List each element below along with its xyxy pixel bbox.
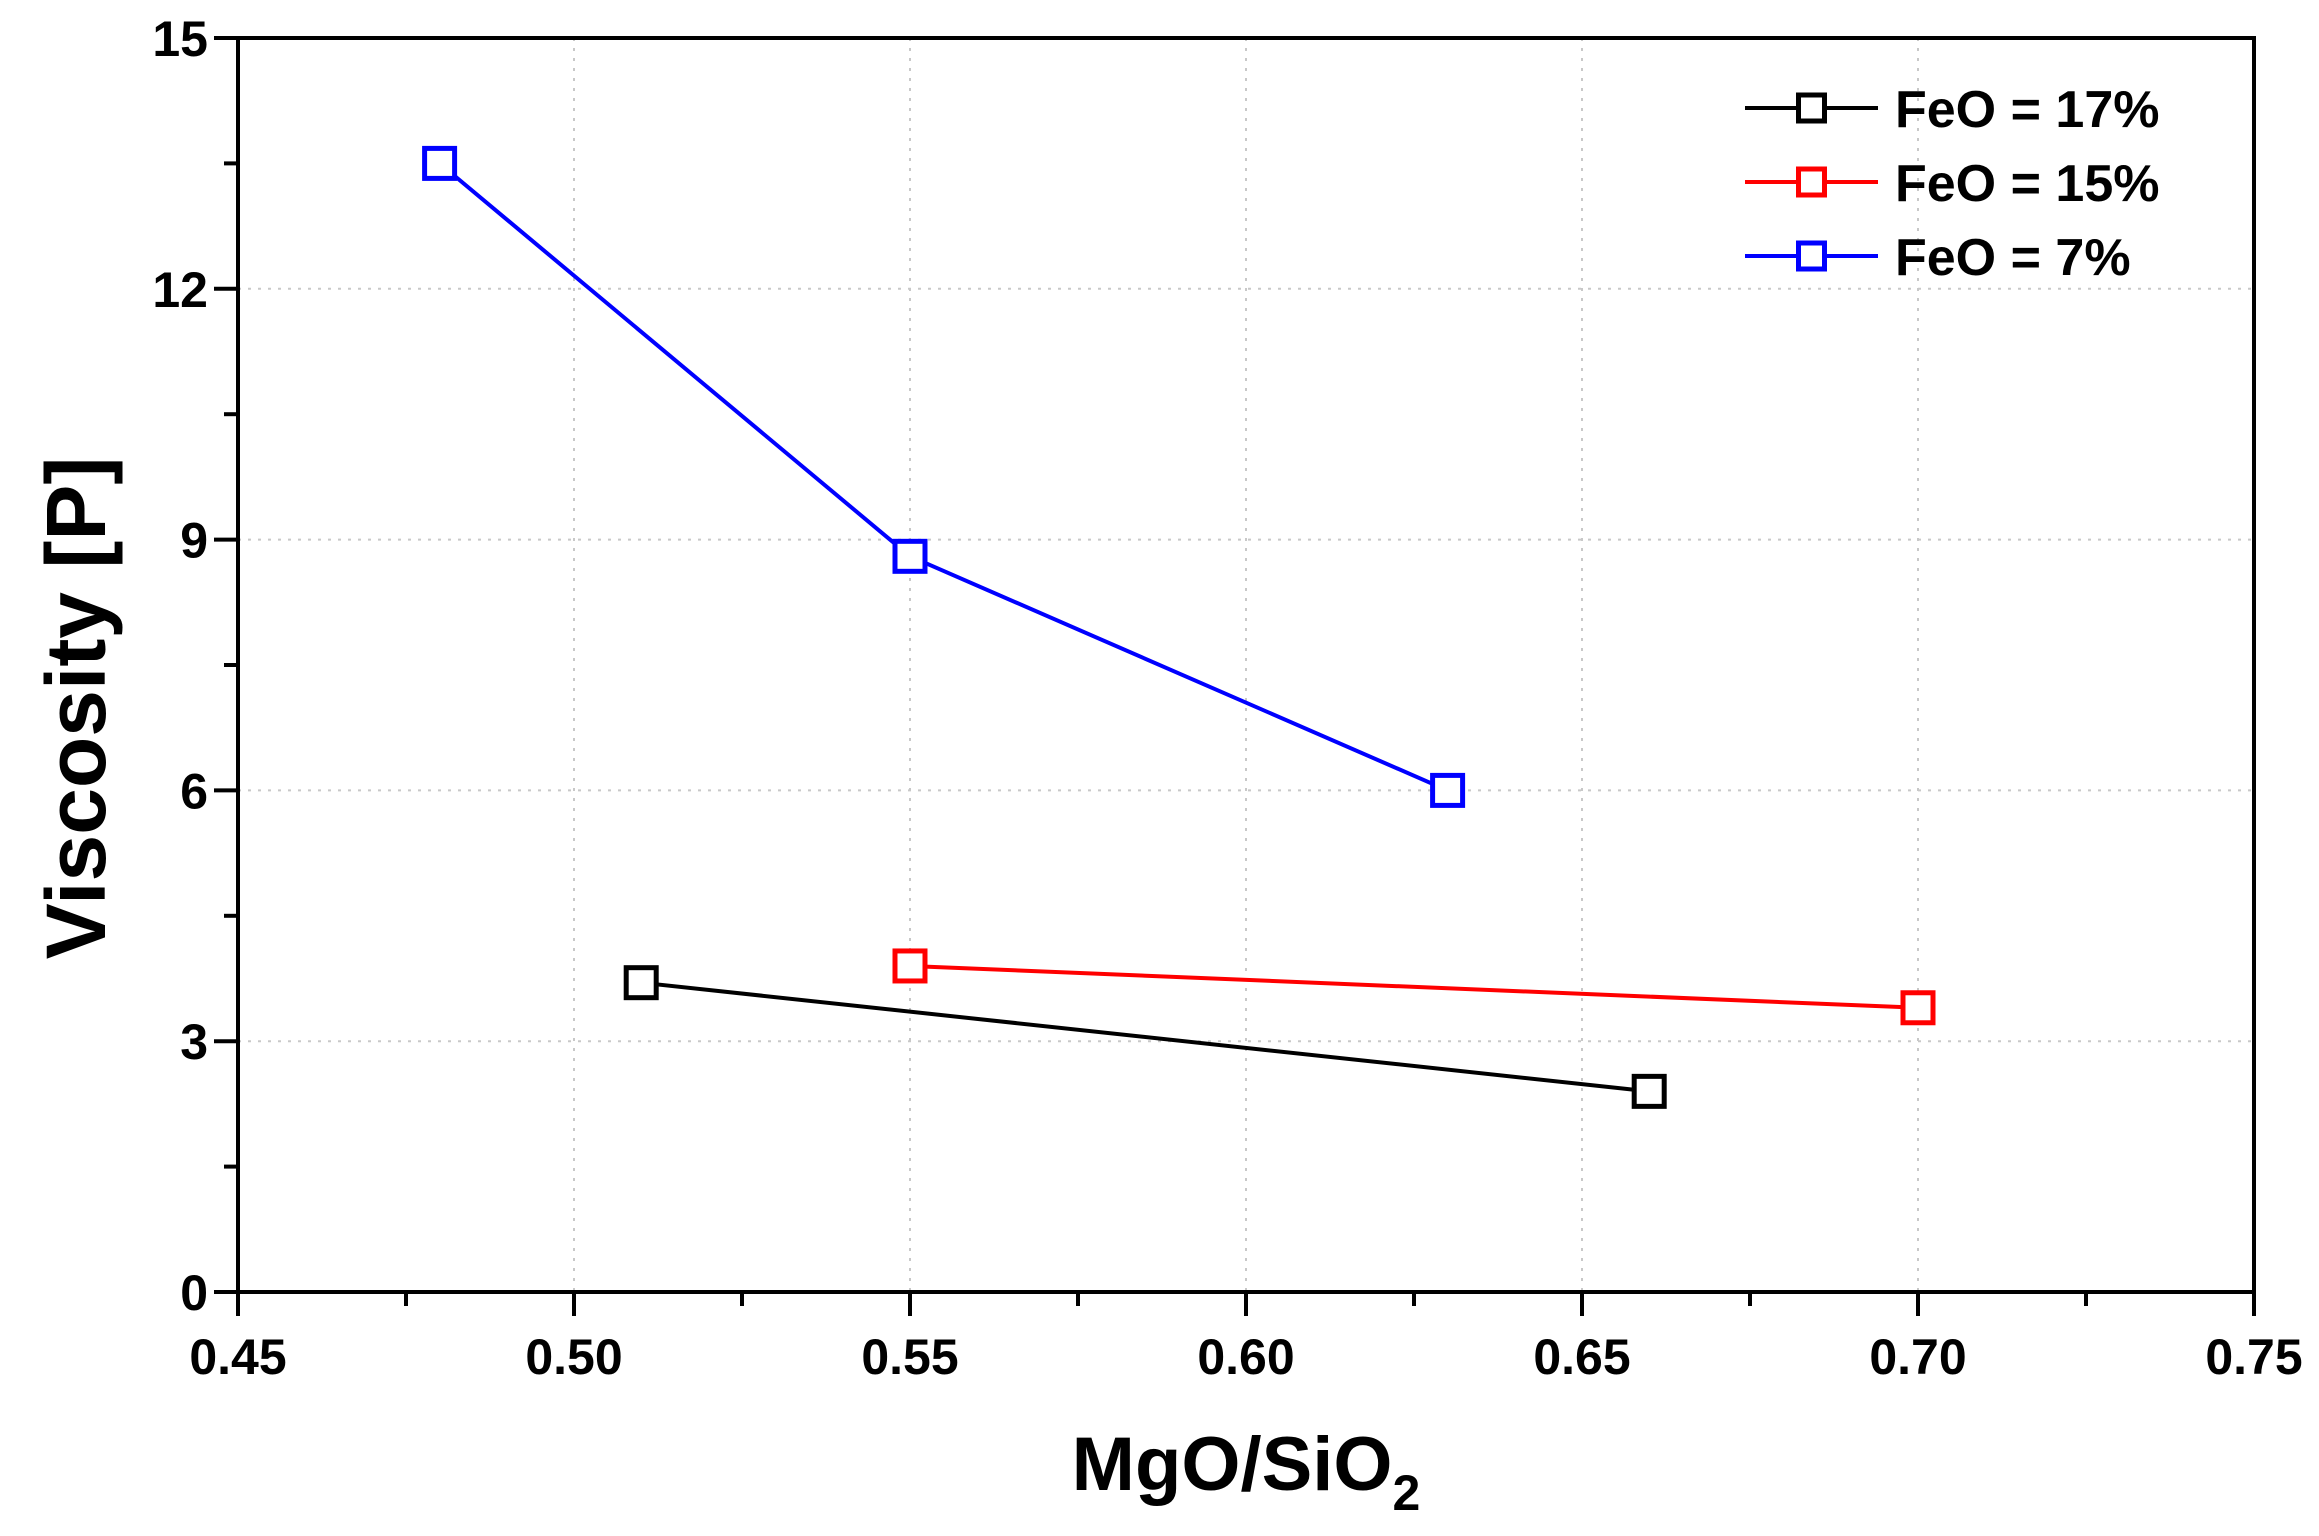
series-line bbox=[640, 980, 1650, 1094]
legend-marker bbox=[1796, 166, 1827, 198]
data-point bbox=[892, 538, 928, 574]
x-axis-title-subscript: 2 bbox=[1393, 1465, 1421, 1521]
x-tick-label: 0.55 bbox=[861, 1329, 958, 1385]
series-3 bbox=[422, 145, 1466, 808]
legend-item: FeO = 15% bbox=[1745, 155, 2159, 213]
legend: FeO = 17% FeO = 15% FeO = 7% bbox=[1745, 81, 2159, 287]
x-tick-label: 0.70 bbox=[1869, 1329, 1966, 1385]
y-tick-label: 12 bbox=[152, 262, 208, 318]
legend-label: FeO = 15% bbox=[1895, 155, 2159, 213]
x-axis-title: MgO/SiO2 bbox=[1072, 1422, 1421, 1521]
legend-label: FeO = 17% bbox=[1895, 81, 2159, 139]
x-tick-label: 0.65 bbox=[1533, 1329, 1630, 1385]
data-point bbox=[1900, 990, 1936, 1026]
legend-item: FeO = 17% bbox=[1745, 81, 2159, 139]
x-tick-label: 0.45 bbox=[189, 1329, 286, 1385]
y-tick-label: 9 bbox=[180, 513, 208, 569]
legend-marker bbox=[1796, 92, 1827, 124]
y-axis-title: Viscosity [P] bbox=[29, 457, 123, 960]
y-tick-label: 3 bbox=[180, 1014, 208, 1070]
legend-item: FeO = 7% bbox=[1745, 229, 2131, 287]
x-tick-label: 0.75 bbox=[2205, 1329, 2302, 1385]
series-layer bbox=[422, 145, 1936, 1109]
x-axis-title-main: MgO/SiO bbox=[1072, 1422, 1393, 1507]
tick-labels: 0.45 0.50 0.55 0.60 0.65 0.70 0.75 0 3 6 9 12 15 bbox=[152, 11, 2302, 1385]
plot-frame bbox=[236, 36, 2256, 1294]
series-line bbox=[438, 161, 1449, 793]
series-line bbox=[909, 963, 1919, 1010]
series-2 bbox=[892, 948, 1936, 1026]
data-point bbox=[1631, 1073, 1667, 1109]
grid bbox=[238, 38, 2254, 1292]
data-point bbox=[422, 145, 458, 181]
data-point bbox=[892, 948, 928, 984]
y-tick-label: 0 bbox=[180, 1265, 208, 1321]
ticks bbox=[214, 36, 2256, 1316]
y-tick-label: 15 bbox=[152, 11, 208, 67]
x-tick-label: 0.60 bbox=[1197, 1329, 1294, 1385]
x-tick-label: 0.50 bbox=[525, 1329, 622, 1385]
series-1 bbox=[623, 965, 1667, 1109]
y-tick-label: 6 bbox=[180, 763, 208, 819]
data-point bbox=[623, 965, 659, 1001]
legend-label: FeO = 7% bbox=[1895, 229, 2131, 287]
data-point bbox=[1430, 772, 1466, 808]
legend-marker bbox=[1796, 240, 1827, 272]
